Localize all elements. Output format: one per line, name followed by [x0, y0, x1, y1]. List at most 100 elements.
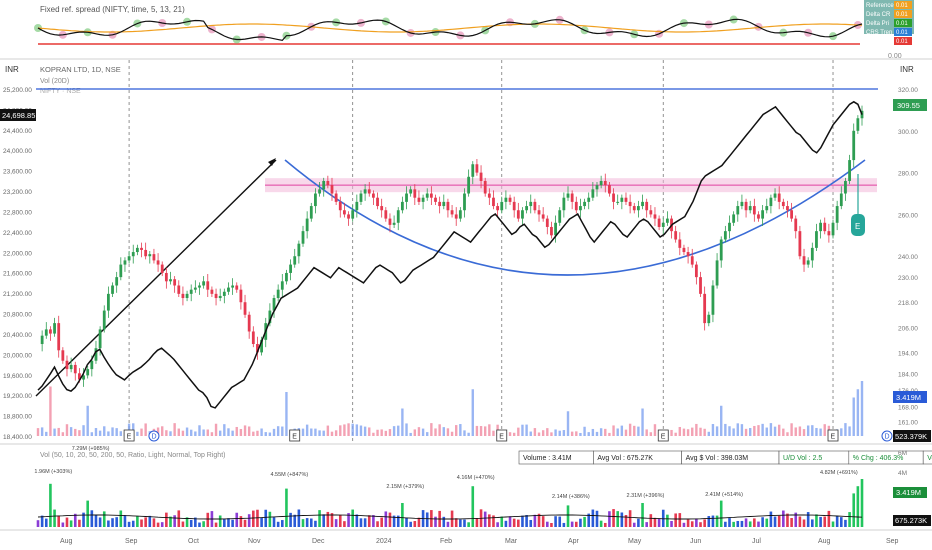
earnings-marker [123, 429, 135, 442]
volume-pane-bar [152, 518, 156, 527]
candle-body [202, 281, 206, 286]
volume-axis-tick: 6M [898, 450, 907, 457]
volume-pane-bar [314, 520, 317, 527]
candle-body [583, 201, 586, 207]
volume-pane-bar [454, 518, 458, 527]
volume-pane-bar [351, 509, 354, 527]
volume-bar [384, 430, 388, 436]
volume-pane-bar [558, 516, 562, 527]
left-axis-tick: 23,200.00 [3, 189, 32, 196]
volume-pane-bar [628, 510, 632, 527]
volume-bar [314, 428, 317, 436]
candle-body [790, 210, 794, 219]
volume-bar [144, 423, 147, 436]
volume-pane-bar [148, 515, 152, 527]
volume-bar [707, 431, 710, 436]
volume-bar [777, 424, 781, 436]
candle-body [363, 189, 367, 194]
volume-bar [608, 432, 611, 436]
candle-body [761, 210, 765, 219]
nifty-comparison-line [37, 100, 863, 409]
candle-body [94, 348, 98, 361]
volume-pane-bar [334, 519, 338, 527]
x-axis-tick: Jul [752, 538, 761, 545]
candle-body [243, 302, 247, 315]
volume-bar [177, 428, 180, 436]
volume-pane-bar [285, 488, 288, 527]
volume-bar [848, 426, 851, 436]
volume-axis-tick: 4M [898, 470, 907, 477]
volume-pane-bar [777, 515, 781, 527]
spread-legend-value: 0.01 [896, 39, 908, 45]
volume-pane-bar [587, 513, 591, 527]
volume-pane-bar [848, 512, 851, 527]
volume-bar [724, 423, 727, 436]
candle-body [177, 285, 181, 294]
spread-line [37, 18, 863, 42]
volume-pane-bar [471, 486, 475, 527]
candle-body [69, 364, 73, 370]
volume-bar [782, 428, 785, 436]
volume-pane-bar [218, 515, 222, 527]
candle-body [657, 218, 661, 227]
earnings-marker [289, 429, 301, 442]
volume-bar [359, 425, 363, 436]
candle-body [235, 285, 239, 290]
volume-pane-bar [678, 513, 682, 527]
dividend-marker [148, 430, 160, 442]
candle-body [541, 214, 545, 219]
volume-pane-bar [844, 519, 847, 527]
volume-pane-bar [330, 513, 334, 527]
x-axis-tick: Sep [125, 538, 138, 545]
x-axis-tick: Dec [312, 538, 325, 545]
earnings-marker-label: E [127, 434, 132, 441]
volume-pane-bar [49, 483, 52, 527]
right-axis-tick: 230.00 [898, 275, 918, 282]
volume-pane-bar [119, 510, 123, 527]
volume-bar [173, 423, 176, 436]
candle-body [388, 218, 392, 225]
candle-body [558, 210, 562, 223]
volume-pane-bar [252, 510, 255, 527]
volume-bar [463, 430, 466, 436]
volume-bar [844, 423, 847, 436]
volume-bar [686, 429, 690, 436]
volume-pane-bar [682, 522, 686, 527]
volume-average-line [37, 514, 863, 520]
volume-pane-bar [256, 509, 259, 527]
volume-bar [90, 432, 94, 436]
volume-pane-bar [44, 518, 48, 527]
candle-body [330, 185, 334, 194]
right-axis-tick: 280.00 [898, 171, 918, 178]
volume-pane-bar [202, 521, 205, 527]
candle-body [61, 350, 65, 361]
volume-pane-bar [206, 512, 210, 527]
volume-pane-bar [467, 522, 470, 527]
candle-body [479, 172, 483, 181]
candle-body [78, 373, 81, 380]
volume-pane-bar [136, 516, 139, 527]
volume-bar [330, 431, 334, 436]
volume-bar [483, 426, 487, 436]
volume-pane-bar [102, 511, 106, 527]
volume-pane-bar [363, 518, 367, 527]
candle-body [442, 201, 446, 207]
right-axis-tick: 240.00 [898, 254, 918, 261]
volume-annotations: 7.29M (+985%) 1.96M (+303%) 4.55M (+847%) 2… [34, 446, 858, 500]
volume-last-value: 3.419M [896, 488, 921, 497]
volume-pane-bar [181, 521, 185, 527]
volume-bar [305, 424, 309, 436]
volume-bar [61, 432, 65, 436]
volume-bar [591, 428, 595, 436]
volume-pane-bar [165, 512, 168, 527]
candle-body [550, 226, 553, 236]
currency-left: INR [5, 65, 19, 74]
candle-body [831, 222, 835, 236]
candle-body [297, 243, 301, 257]
candle-body [193, 287, 197, 290]
candle-body [102, 310, 106, 330]
candle-body [682, 247, 686, 253]
volume-pane-bar [500, 516, 504, 527]
volume-bar [82, 425, 85, 436]
spread-legend-name: CRS Tren [866, 30, 892, 36]
